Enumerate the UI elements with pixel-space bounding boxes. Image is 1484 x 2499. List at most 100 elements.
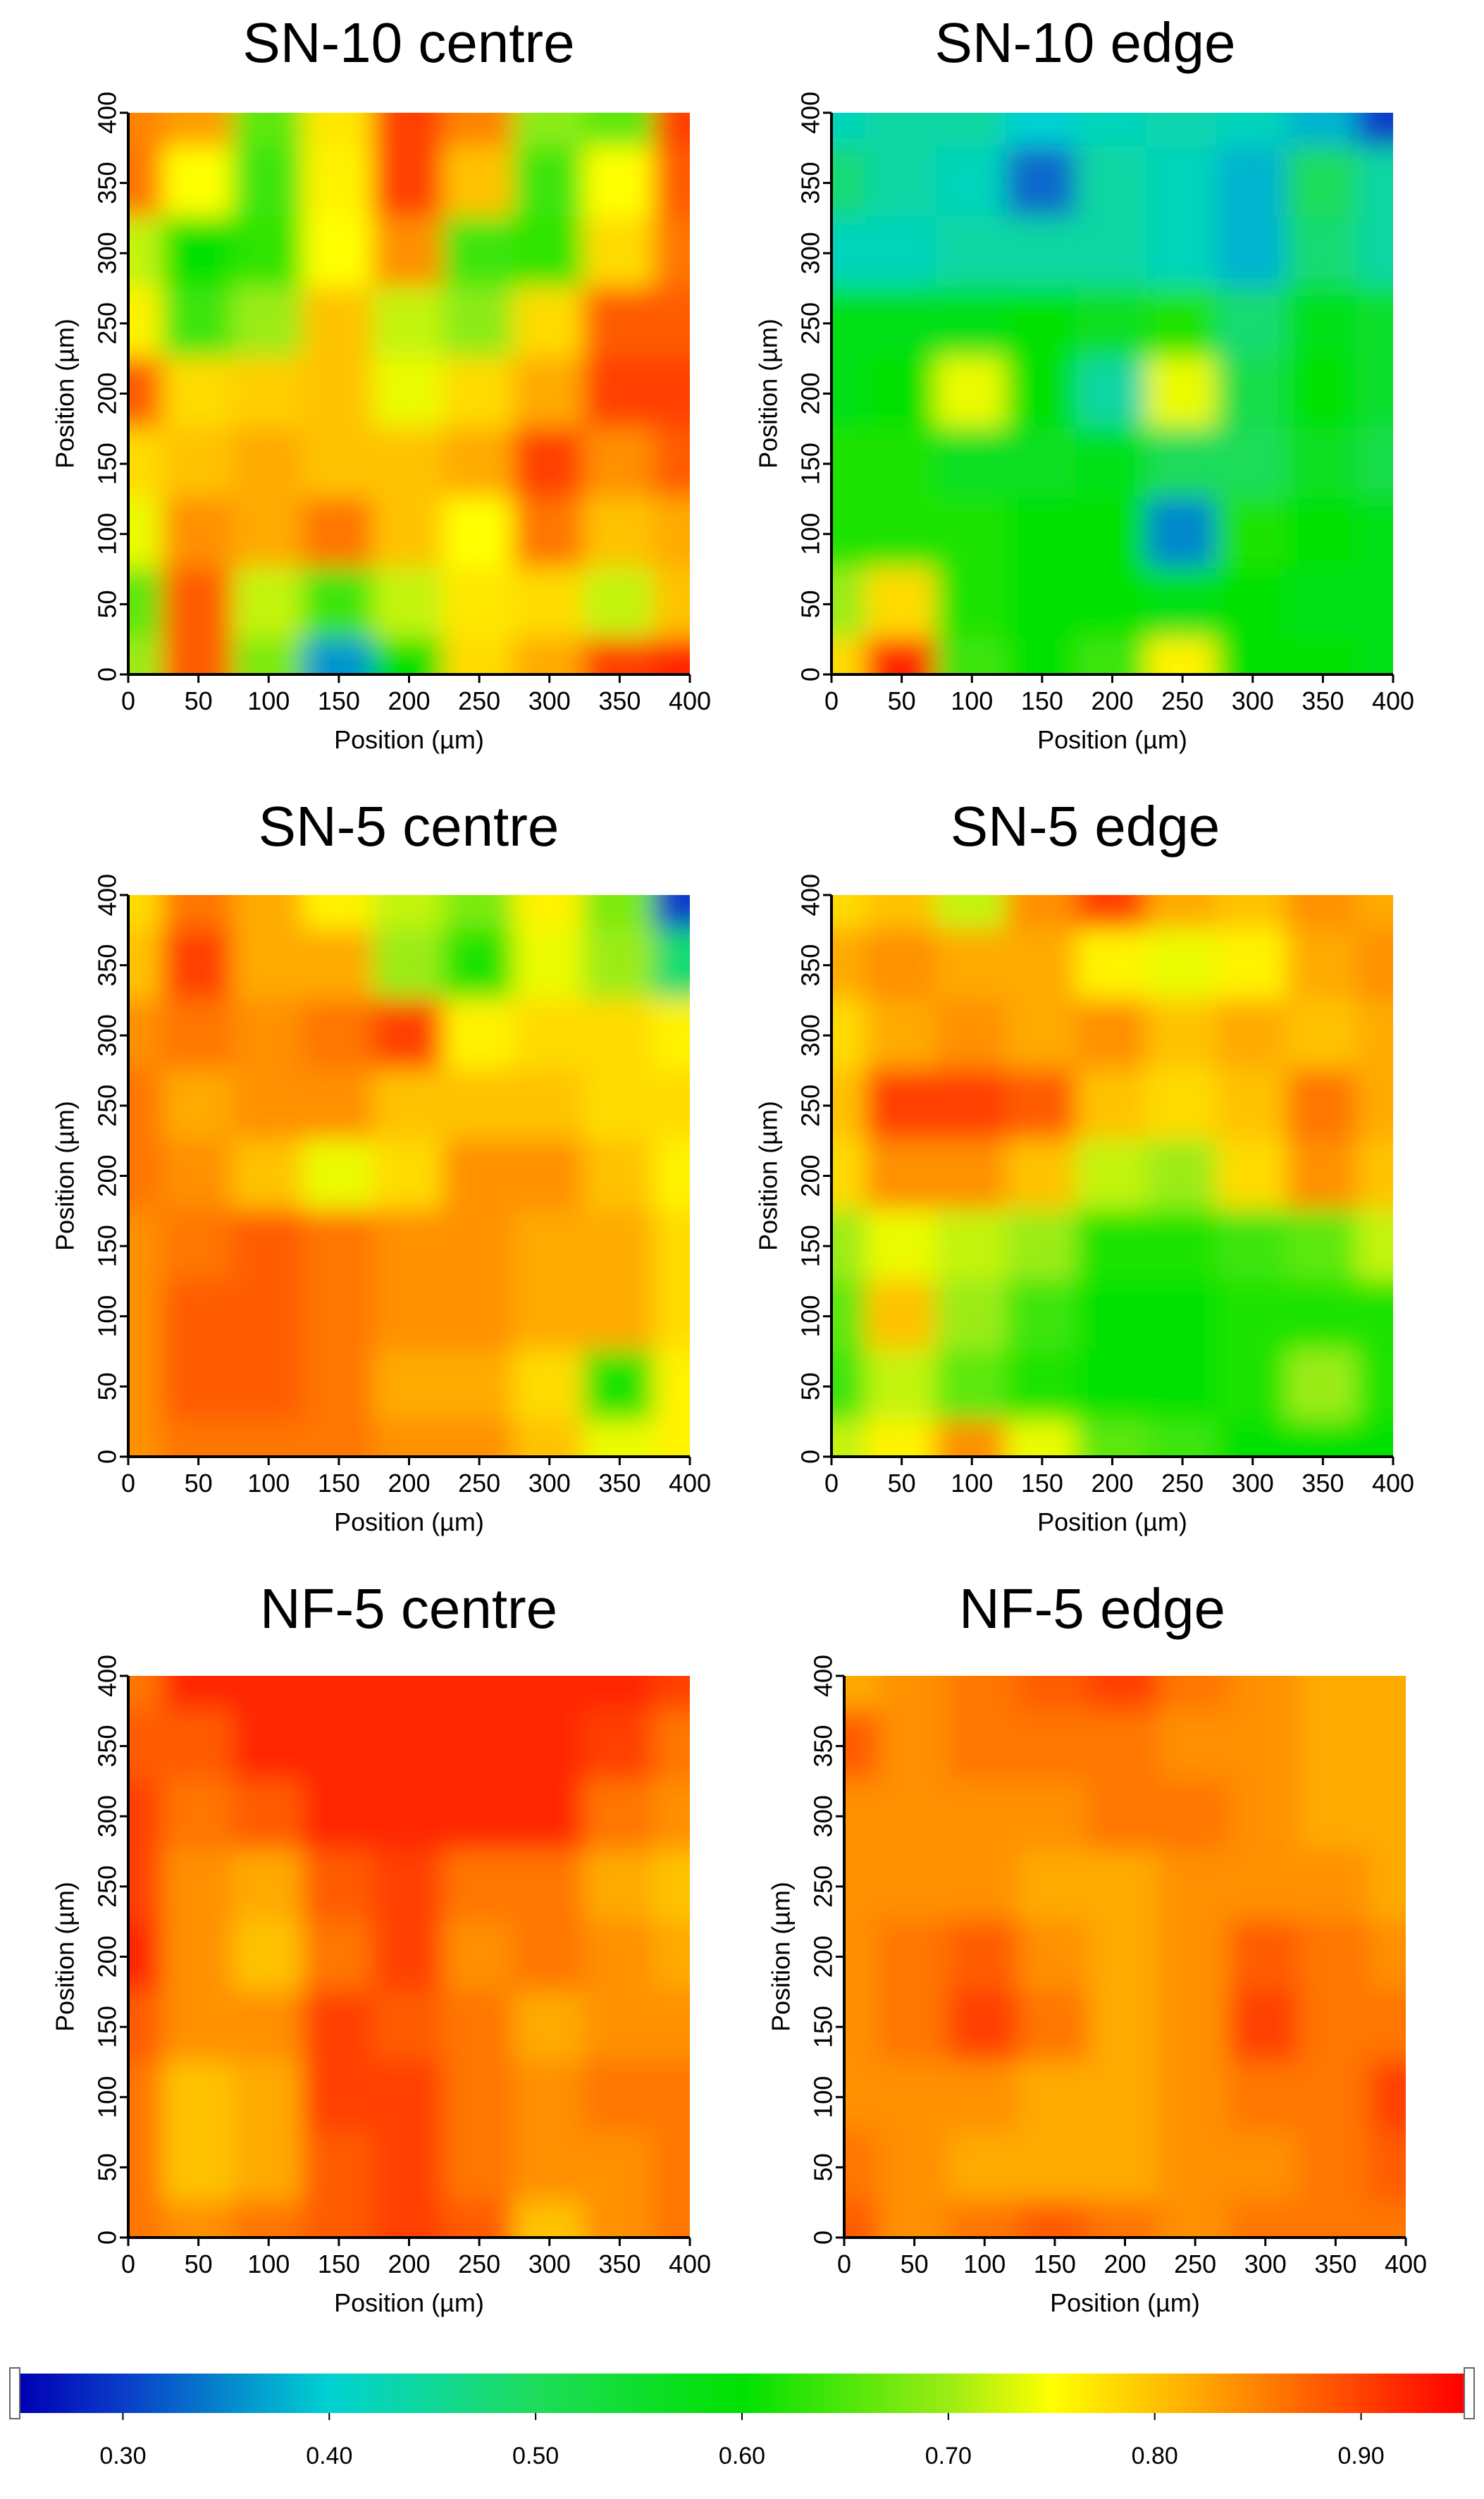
heatmap-cell <box>128 427 165 500</box>
heatmap-cell <box>583 928 657 1002</box>
heatmap-cell <box>1146 1420 1219 1457</box>
heatmap-cell <box>232 427 306 500</box>
heatmap-cell <box>232 1990 306 2063</box>
heatmap-cell <box>161 216 235 290</box>
y-tick-label: 200 <box>809 1935 838 1977</box>
x-tick-label: 150 <box>318 1469 360 1498</box>
heatmap-cell <box>935 146 1009 220</box>
heatmap-cell <box>1216 1139 1290 1213</box>
heatmap-cell <box>302 895 376 932</box>
heatmap-cell <box>128 287 165 360</box>
y-tick-label: 100 <box>93 2076 122 2118</box>
heatmap-cell <box>1356 1069 1393 1142</box>
y-tick-label: 150 <box>93 1225 122 1267</box>
y-tick-label: 350 <box>796 944 825 987</box>
heatmap-cell <box>302 567 376 641</box>
heatmap-cell <box>1088 1779 1162 1853</box>
heatmap-cell <box>1369 1779 1406 1853</box>
heatmap-cell <box>1146 999 1219 1073</box>
heatmap-cell <box>844 1990 881 2063</box>
x-tick-label: 250 <box>1161 686 1204 715</box>
heatmap-cell <box>512 1850 586 1923</box>
heatmap-cell <box>1158 2130 1232 2204</box>
heatmap-cell <box>865 999 939 1073</box>
heatmap-cell <box>232 1850 306 1923</box>
heatmap-cell <box>1216 567 1290 641</box>
heatmap-cell <box>443 2201 516 2238</box>
heatmap-cell <box>1075 895 1149 932</box>
heatmap-cell <box>443 1350 516 1424</box>
heatmap-cell <box>1158 2201 1232 2238</box>
y-tick-label: 400 <box>93 92 122 134</box>
heatmap-cell <box>653 1920 690 1994</box>
heatmap-cell <box>443 287 516 360</box>
heatmap-cell <box>948 1676 1022 1713</box>
y-tick-label: 100 <box>809 2076 838 2118</box>
heatmap-cell <box>302 1209 376 1283</box>
y-tick-label: 350 <box>93 1725 122 1767</box>
heatmap-cell <box>1075 357 1149 431</box>
heatmap-cell <box>935 427 1009 500</box>
heatmap-cell <box>443 427 516 500</box>
heatmap-cell <box>583 895 657 932</box>
heatmap-cell <box>128 1850 165 1923</box>
heatmap-cell <box>831 1069 868 1142</box>
colorbar-gradient <box>20 2374 1464 2413</box>
y-tick-label: 300 <box>93 232 122 274</box>
heatmap-cell <box>1006 113 1079 149</box>
x-tick-label: 0 <box>837 2250 851 2278</box>
heatmap-cell <box>1146 1069 1219 1142</box>
heatmap-cell <box>1369 1850 1406 1923</box>
heatmap-cell <box>935 113 1009 149</box>
heatmap-cell <box>583 1920 657 1994</box>
heatmap-cell <box>128 2130 165 2204</box>
heatmap-cell <box>831 999 868 1073</box>
heatmap-cell <box>302 497 376 571</box>
heatmap-cell <box>512 1420 586 1457</box>
heatmap-cell <box>831 928 868 1002</box>
x-tick-label: 0 <box>121 2250 135 2278</box>
heatmap-cell <box>232 1279 306 1353</box>
heatmap-cell <box>1286 287 1360 360</box>
x-tick-label: 150 <box>1034 2250 1076 2278</box>
heatmap-cell <box>443 1209 516 1283</box>
heatmap-cell <box>302 1139 376 1213</box>
y-tick-label: 250 <box>93 1865 122 1908</box>
heatmap-cell <box>128 497 165 571</box>
heatmap-cell <box>1356 357 1393 431</box>
heatmap-cell <box>1356 999 1393 1073</box>
heatmap-cell <box>653 113 690 149</box>
heatmap-cell <box>232 1420 306 1457</box>
heatmap-cell <box>443 146 516 220</box>
x-tick-label: 350 <box>1301 686 1344 715</box>
heatmap-cell <box>1356 1420 1393 1457</box>
heatmap-cell <box>653 146 690 220</box>
heatmap-cell <box>1286 1350 1360 1424</box>
heatmap-cell <box>935 1350 1009 1424</box>
heatmap-cell <box>232 113 306 149</box>
heatmap-cell <box>844 1779 881 1853</box>
heatmap-cell <box>948 2130 1022 2204</box>
x-tick-label: 100 <box>951 686 993 715</box>
heatmap-cell <box>583 497 657 571</box>
heatmap-cell <box>935 1139 1009 1213</box>
heatmap-cell <box>232 146 306 220</box>
heatmap-cell <box>831 1139 868 1213</box>
x-tick-label: 50 <box>185 1469 213 1498</box>
heatmap-cell <box>583 999 657 1073</box>
heatmap-cell <box>1158 1676 1232 1713</box>
y-tick-label: 300 <box>796 232 825 274</box>
heatmap-cell <box>232 216 306 290</box>
heatmap-cell <box>1369 2060 1406 2134</box>
heatmap-cell <box>512 287 586 360</box>
heatmap-cell <box>1088 2201 1162 2238</box>
heatmap-cell <box>1075 216 1149 290</box>
heatmap-cell <box>443 2130 516 2204</box>
x-tick-label: 0 <box>121 1469 135 1498</box>
heatmap-cell <box>128 113 165 149</box>
heatmap-cell <box>1286 928 1360 1002</box>
y-tick-label: 0 <box>809 2230 838 2245</box>
heatmap-cell <box>865 113 939 149</box>
heatmap-cell <box>1228 1850 1302 1923</box>
